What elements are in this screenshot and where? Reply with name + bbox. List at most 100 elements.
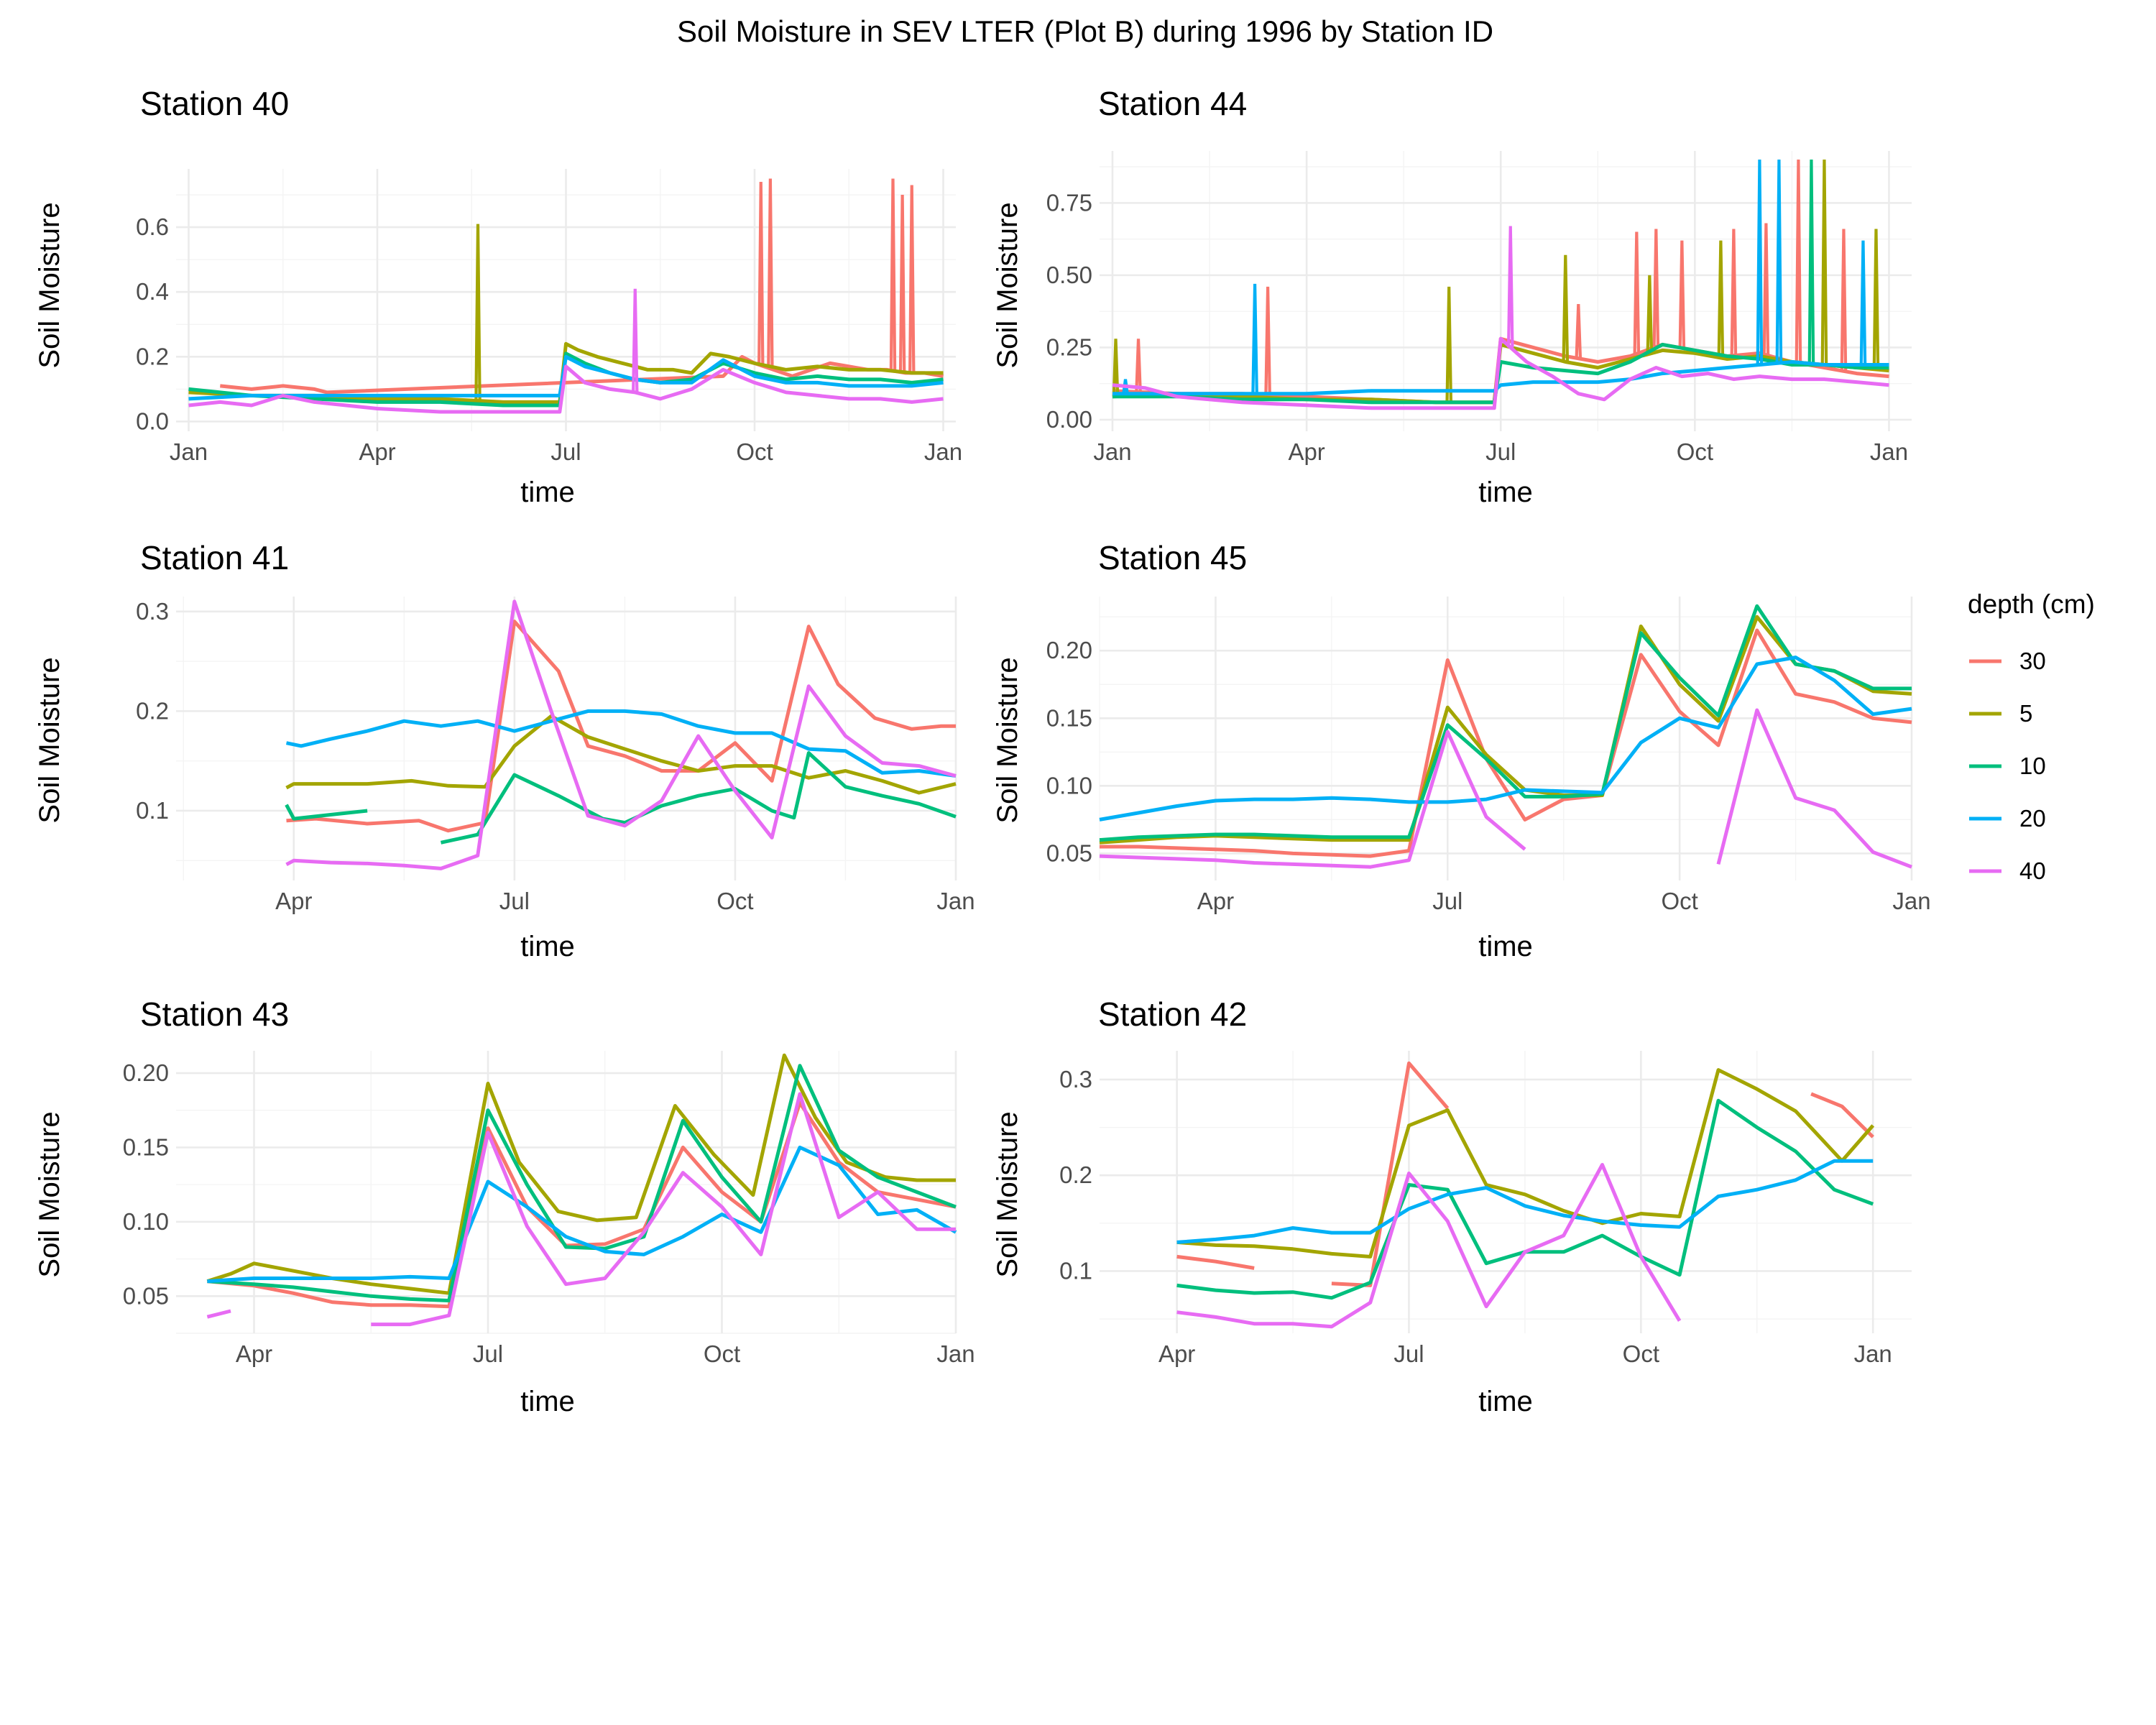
facet-station-41: Station 41 time Soil Moisture Apr Jul Oct J… (34, 539, 975, 962)
series-line-depth-10 (1099, 604, 1912, 842)
series-spike-depth-30 (1730, 229, 1738, 356)
series-group (1176, 1061, 1875, 1329)
facet-station-40: Station 40 time Soil Moisture Jan Apr Jul O… (34, 85, 962, 508)
x-tick-label: Jul (1485, 438, 1516, 465)
y-tick-label: 0.20 (1046, 637, 1092, 663)
grid (1099, 597, 1913, 880)
series-spike-depth-30 (1840, 229, 1848, 372)
series-spike-depth-20 (1251, 283, 1258, 394)
series-line-depth-40 (371, 1092, 956, 1327)
series-group (206, 1053, 957, 1327)
x-tick-label: Oct (1677, 438, 1713, 465)
y-tick-label: 0.2 (136, 343, 169, 369)
series-spike-depth-30 (1762, 223, 1770, 355)
x-tick-label: Jul (1432, 888, 1462, 914)
series-line-depth-40 (206, 1309, 231, 1319)
legend-label: 40 (2019, 857, 2046, 884)
grid (176, 597, 957, 880)
y-tick-label: 0.2 (136, 697, 169, 724)
figure-title: Soil Moisture in SEV LTER (Plot B) durin… (677, 14, 1493, 48)
y-tick-label: 0.1 (1059, 1257, 1092, 1284)
panel-title: Station 45 (1098, 539, 1247, 576)
x-tick-label: Oct (1623, 1340, 1659, 1367)
series-spike-depth-30 (1678, 240, 1686, 349)
series-line-depth-40 (1112, 336, 1889, 410)
x-tick-label: Jul (499, 888, 530, 914)
y-tick-label: 0.15 (1046, 704, 1092, 731)
x-tick-label: Oct (704, 1340, 740, 1367)
x-axis-title: time (520, 477, 575, 508)
series-spike-depth-30 (889, 178, 897, 371)
x-tick-label: Apr (1158, 1340, 1195, 1367)
y-tick-label: 0.3 (136, 598, 169, 625)
series-spike-depth-30 (1795, 160, 1802, 364)
y-tick-label: 0.05 (1046, 840, 1092, 866)
x-tick-label: Jan (1870, 438, 1908, 465)
x-tick-label: Jul (550, 438, 581, 465)
facet-station-45: Station 45 time Soil Moisture Apr Jul Oct J… (992, 539, 1931, 962)
series-line-depth-30 (1810, 1092, 1874, 1138)
series-spike-depth-5 (1717, 240, 1725, 358)
panel-title: Station 44 (1098, 85, 1247, 122)
x-tick-label: Apr (359, 438, 395, 465)
series-spike-depth-5 (1820, 160, 1828, 365)
series-line-depth-20 (1176, 1159, 1874, 1244)
series-spike-depth-40 (1506, 226, 1514, 348)
series-line-depth-30 (286, 620, 956, 833)
x-tick-label: Jan (170, 438, 208, 465)
grid (176, 1051, 957, 1334)
series-line-depth-30 (1331, 1061, 1450, 1287)
y-tick-label: 0.50 (1046, 262, 1092, 288)
series-line-depth-40 (1099, 730, 1526, 869)
series-spike-depth-10 (1807, 160, 1815, 365)
series-spike-depth-30 (898, 195, 906, 373)
y-tick-label: 0.4 (136, 278, 169, 305)
x-tick-label: Oct (1661, 888, 1697, 914)
series-spike-depth-30 (1575, 304, 1583, 359)
x-tick-label: Jan (1093, 438, 1131, 465)
series-line-depth-5 (285, 714, 957, 795)
y-tick-label: 0.6 (136, 213, 169, 240)
series-line-depth-30 (1100, 628, 1912, 858)
x-tick-label: Apr (236, 1340, 272, 1367)
series-group (285, 599, 957, 870)
series-spike-depth-5 (1562, 254, 1570, 362)
grid (1100, 151, 1912, 431)
x-tick-label: Jul (1393, 1340, 1424, 1367)
grid (1100, 1051, 1912, 1333)
series-line-depth-5 (1176, 1068, 1875, 1259)
series-line-depth-20 (207, 1145, 957, 1284)
panel-title: Station 40 (140, 85, 289, 122)
series-line-depth-40 (188, 364, 944, 414)
y-tick-label: 0.2 (1059, 1162, 1092, 1188)
x-axis-title: time (1478, 931, 1533, 962)
y-axis-title: Soil Moisture (992, 1111, 1023, 1277)
series-spike-depth-5 (474, 224, 482, 401)
series-spike-depth-30 (908, 185, 916, 373)
series-line-depth-10 (207, 1064, 957, 1302)
x-tick-label: Apr (1197, 888, 1234, 914)
series-line-depth-10 (285, 804, 368, 821)
x-axis-title: time (1478, 1386, 1533, 1417)
panel-title: Station 41 (140, 539, 289, 576)
grid (176, 169, 956, 431)
series-spike-depth-30 (1135, 339, 1142, 392)
facet-station-43: Station 43 time Soil Moisture Apr Jul Oct J… (34, 995, 975, 1417)
series-line-depth-20 (285, 709, 957, 778)
y-axis-title: Soil Moisture (992, 657, 1023, 823)
series-line-depth-5 (188, 341, 944, 404)
series-line-depth-20 (188, 354, 944, 401)
y-axis-title: Soil Moisture (34, 1111, 65, 1277)
x-tick-label: Jul (473, 1340, 503, 1367)
series-spike-depth-5 (1872, 229, 1880, 369)
panel-title: Station 43 (140, 995, 289, 1033)
series-line-depth-20 (1099, 656, 1912, 822)
series-spike-depth-20 (1775, 160, 1783, 364)
y-tick-label: 0.15 (123, 1133, 169, 1160)
series-group (1112, 160, 1889, 410)
y-tick-label: 0.0 (136, 408, 169, 434)
series-spike-depth-5 (1445, 286, 1453, 402)
series-group (188, 178, 944, 414)
y-tick-label: 0.25 (1046, 334, 1092, 360)
facet-station-42: Station 42 time Soil Moisture Apr Jul Oct J… (992, 995, 1912, 1417)
